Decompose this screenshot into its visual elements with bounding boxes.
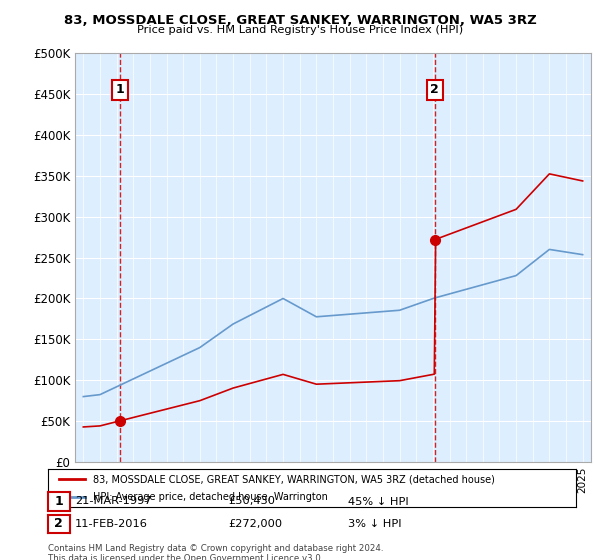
Text: £50,430: £50,430 (228, 497, 275, 506)
Text: Contains HM Land Registry data © Crown copyright and database right 2024.: Contains HM Land Registry data © Crown c… (48, 544, 383, 553)
Text: 3% ↓ HPI: 3% ↓ HPI (348, 519, 401, 529)
Text: 83, MOSSDALE CLOSE, GREAT SANKEY, WARRINGTON, WA5 3RZ: 83, MOSSDALE CLOSE, GREAT SANKEY, WARRIN… (64, 14, 536, 27)
Text: £272,000: £272,000 (228, 519, 282, 529)
Text: 45% ↓ HPI: 45% ↓ HPI (348, 497, 409, 506)
Text: Price paid vs. HM Land Registry's House Price Index (HPI): Price paid vs. HM Land Registry's House … (137, 25, 463, 35)
Text: 21-MAR-1997: 21-MAR-1997 (75, 497, 152, 506)
Text: 1: 1 (116, 83, 125, 96)
Text: 2: 2 (430, 83, 439, 96)
Text: 83, MOSSDALE CLOSE, GREAT SANKEY, WARRINGTON, WA5 3RZ (detached house): 83, MOSSDALE CLOSE, GREAT SANKEY, WARRIN… (93, 474, 495, 484)
Text: 2: 2 (55, 517, 63, 530)
Text: 11-FEB-2016: 11-FEB-2016 (75, 519, 148, 529)
Text: HPI: Average price, detached house, Warrington: HPI: Average price, detached house, Warr… (93, 492, 328, 502)
Text: This data is licensed under the Open Government Licence v3.0.: This data is licensed under the Open Gov… (48, 554, 323, 560)
Text: 1: 1 (55, 495, 63, 508)
